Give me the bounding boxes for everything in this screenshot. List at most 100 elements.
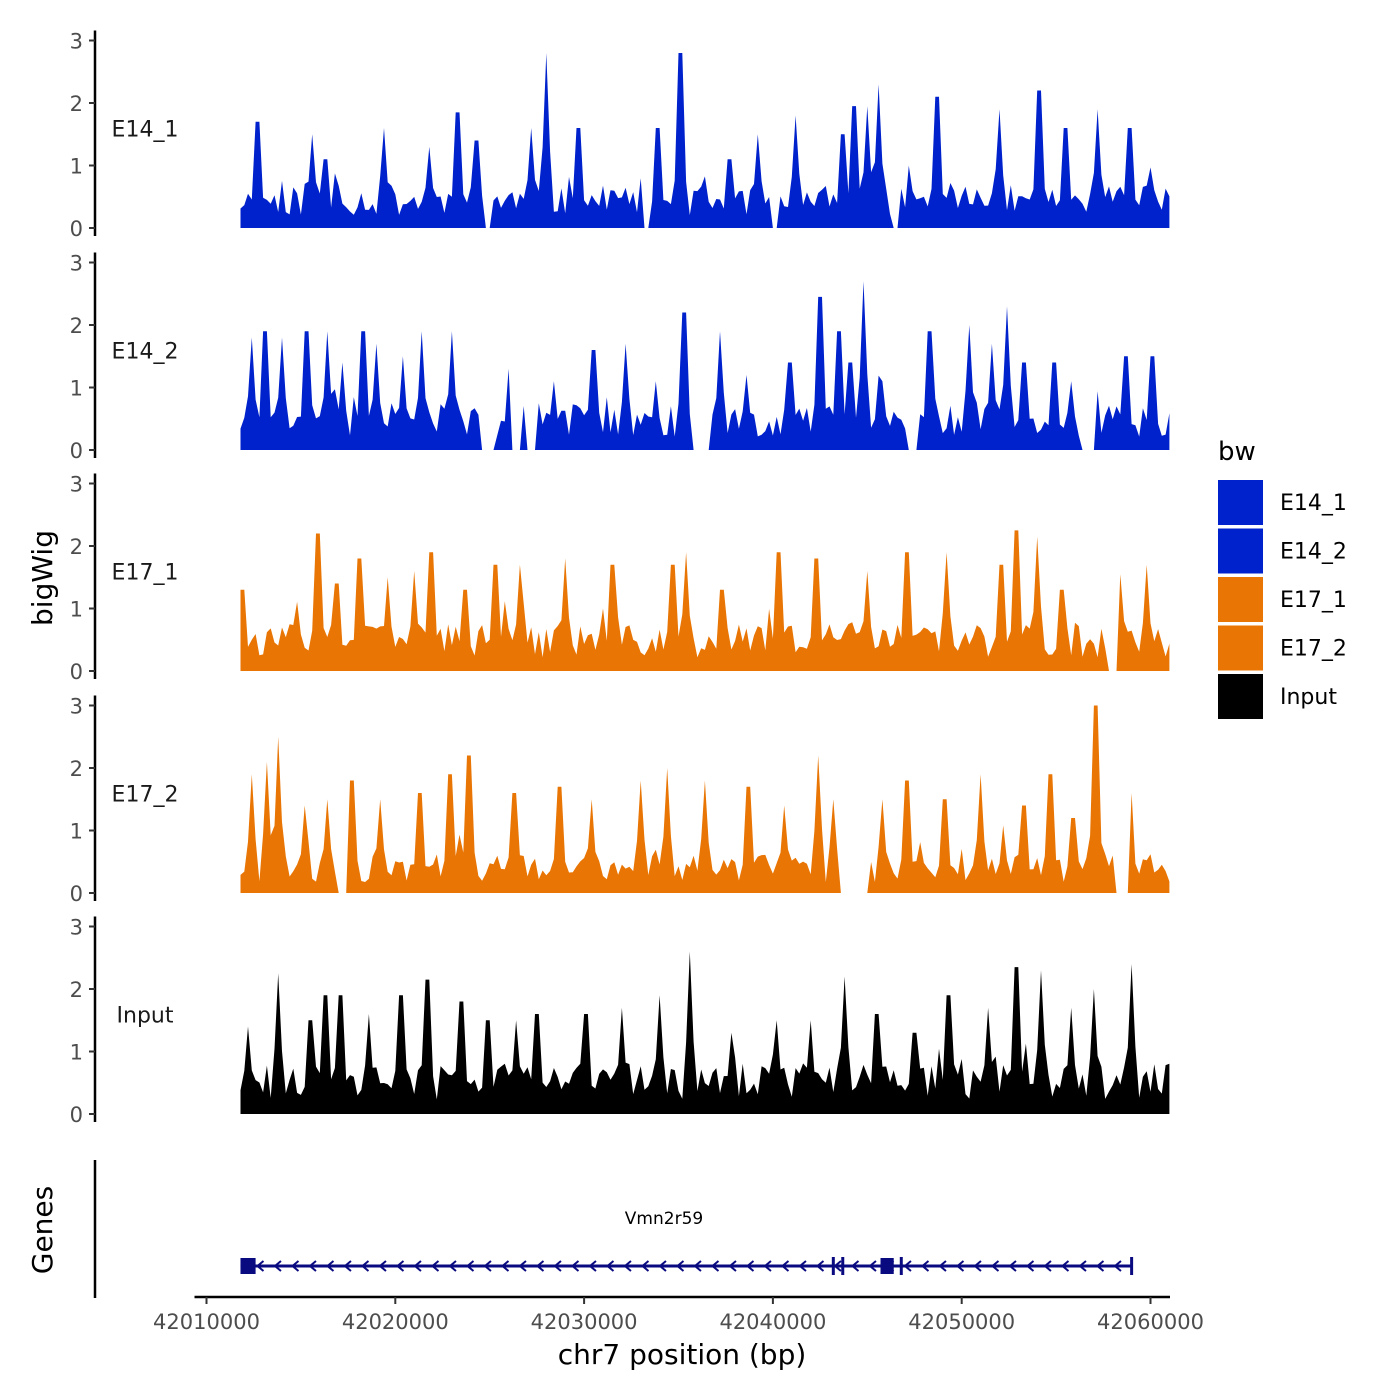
legend-swatch-e17_2 [1218,625,1263,671]
x-tick-label: 42040000 [719,1310,826,1334]
y-tick-label: 2 [70,978,83,1002]
strand-arrow [518,1260,527,1272]
y-tick-label: 2 [70,92,83,116]
strand-arrow [395,1260,405,1272]
x-tick-label: 42050000 [908,1310,1015,1334]
y-tick-label: 0 [70,439,83,463]
strand-arrow [780,1260,790,1272]
strand-arrow [833,1260,842,1272]
strand-arrow [745,1260,755,1272]
strand-arrow [500,1260,510,1272]
signal-area-input [240,951,1170,1114]
panel-input: 0 1 2 3 Input [70,916,1170,1127]
strand-arrow [1113,1260,1122,1272]
signal-area-e17_1 [240,530,1170,671]
panel-e14_1: 0 1 2 3 E14_1 [70,30,1170,241]
strand-arrow [535,1260,545,1272]
strand-arrow [693,1260,702,1272]
strand-arrow [290,1260,300,1272]
gene-exon-block [880,1258,894,1274]
strand-arrow [1060,1260,1070,1272]
legend-title: bw [1218,437,1256,467]
x-axis: 42010000 42020000 42030000 42040000 42050000… [153,1295,1204,1334]
strand-arrow [465,1260,475,1272]
panel-e14_2: 0 1 2 3 E14_2 [70,252,1170,463]
gene-exon-block [240,1258,256,1274]
track-label-e14_2: E14_2 [112,339,179,364]
y-tick-label: 1 [70,1041,83,1065]
signal-area-e14_1 [240,53,1170,228]
x-tick-label: 42060000 [1097,1310,1204,1334]
strand-arrow [413,1260,422,1272]
y-tick-label: 2 [70,535,83,559]
gene-name-label: Vmn2r59 [625,1209,703,1229]
strand-arrow [903,1260,912,1272]
strand-arrow [588,1260,597,1272]
strand-arrow [658,1260,667,1272]
legend-swatch-e17_1 [1218,577,1263,622]
legend-swatch-input [1218,674,1263,719]
genes-panel: Vmn2r59 [93,1160,1134,1298]
strand-arrow [343,1260,352,1272]
y-tick-label: 3 [70,252,83,276]
y-tick-label: 3 [70,473,83,497]
strand-arrow [605,1260,615,1272]
strand-arrow [1008,1260,1017,1272]
strand-arrow [710,1260,720,1272]
strand-arrow [483,1260,492,1272]
track-label-input: Input [117,1003,174,1028]
strand-arrow [570,1260,580,1272]
legend-swatch-e14_1 [1218,480,1263,525]
strand-arrow [430,1260,440,1272]
strand-arrow [1025,1260,1035,1272]
y-tick-label: 2 [70,314,83,338]
x-axis-title: chr7 position (bp) [558,1338,807,1371]
strand-arrow [675,1260,685,1272]
strand-arrow [640,1260,650,1272]
legend-label-e17_2: E17_2 [1280,637,1347,662]
legend-label-e17_1: E17_1 [1280,588,1347,613]
strand-arrow [938,1260,947,1272]
strand-arrow [553,1260,562,1272]
legend-label-e14_1: E14_1 [1280,491,1347,516]
y-tick-label: 1 [70,155,83,179]
panel-e17_2: 0 1 2 3 E17_2 [70,695,1170,906]
x-tick-label: 42030000 [531,1310,638,1334]
x-tick-label: 42010000 [153,1310,260,1334]
y-tick-label: 1 [70,820,83,844]
legend: bw E14_1 E14_2 E17_1 E17_2 Input [1218,437,1347,719]
track-label-e17_2: E17_2 [112,782,179,807]
y-tick-label: 2 [70,757,83,781]
strand-arrow [973,1260,982,1272]
bigwig-panels: 0 1 2 3 E14_1 0 1 2 3 E14_2 0 1 2 3 E17_1 0 1 2 3 E17_2 0 1 2 3… [70,30,1170,1127]
x-tick-label: 42020000 [342,1310,449,1334]
strand-arrow [920,1260,930,1272]
strand-arrow [850,1260,860,1272]
legend-swatch-e14_2 [1218,528,1263,574]
strand-arrow [763,1260,772,1272]
strand-arrow [360,1260,370,1272]
strand-arrow [798,1260,807,1272]
strand-arrow [1078,1260,1087,1272]
track-label-e14_1: E14_1 [112,117,179,142]
y-axis-title: bigWig [26,530,59,626]
y-tick-label: 3 [70,916,83,940]
y-tick-label: 0 [70,1103,83,1127]
y-tick-label: 1 [70,377,83,401]
strand-arrow [308,1260,317,1272]
strand-arrow [378,1260,387,1272]
legend-label-input: Input [1280,685,1337,710]
strand-arrow [815,1260,825,1272]
strand-arrow [868,1260,877,1272]
strand-arrow [728,1260,737,1272]
y-tick-label: 0 [70,660,83,684]
strand-arrow [325,1260,335,1272]
y-tick-label: 1 [70,598,83,622]
y-tick-label: 3 [70,695,83,719]
signal-area-e14_2 [240,281,1170,450]
panel-e17_1: 0 1 2 3 E17_1 [70,473,1170,684]
strand-arrow [955,1260,965,1272]
genes-axis-title: Genes [26,1186,59,1274]
